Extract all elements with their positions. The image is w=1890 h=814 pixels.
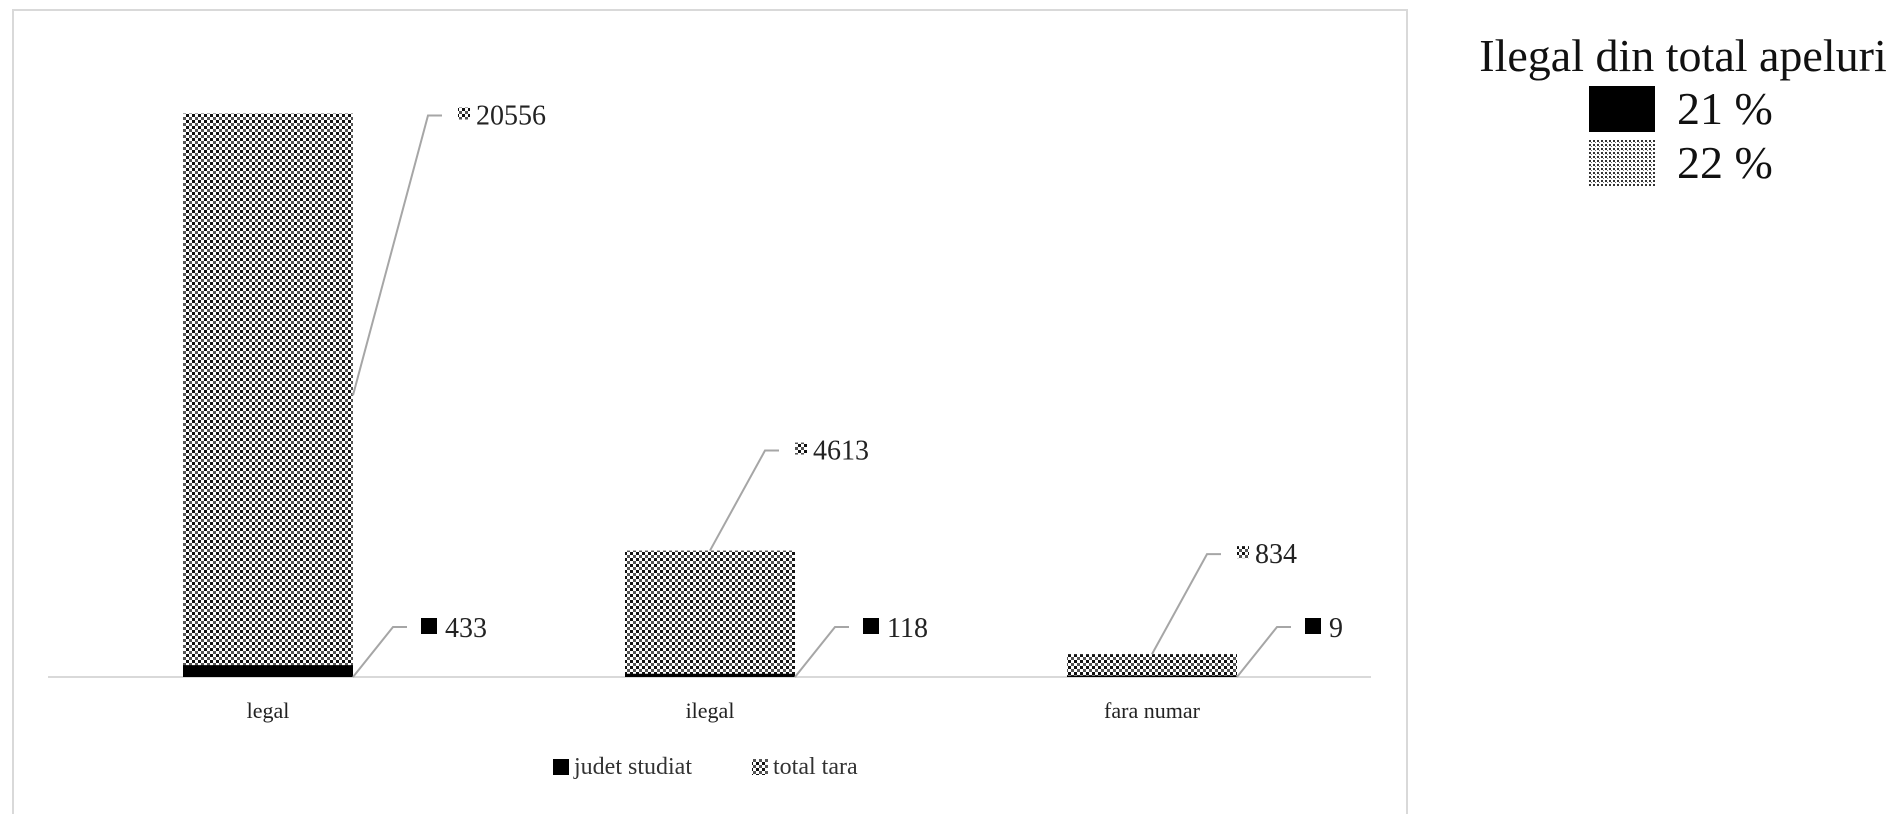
- data-label-marker: [421, 618, 437, 634]
- side-legend: Ilegal din total apeluri 21 % 22 %: [1478, 30, 1888, 190]
- x-tick-label: legal: [247, 698, 290, 723]
- side-legend-value: 22 %: [1677, 137, 1773, 188]
- data-label-total-tara: 20556: [476, 101, 546, 132]
- bar-total-tara: [1067, 654, 1237, 677]
- data-label-marker: [458, 107, 470, 120]
- solid-swatch: [1589, 86, 1655, 132]
- bar-judet-studiat: [1067, 675, 1237, 677]
- data-label-judet-studiat: 118: [887, 613, 928, 644]
- data-label-marker: [1305, 618, 1321, 634]
- data-label-total-tara: 834: [1255, 539, 1297, 570]
- side-legend-item-solid: 21 %: [1589, 82, 1888, 136]
- leader-line-judet: [352, 626, 407, 678]
- bar-total-tara: [625, 550, 795, 677]
- leader-line-total: [709, 449, 779, 552]
- legend-swatch: [752, 759, 768, 775]
- side-legend-value: 21 %: [1677, 83, 1773, 134]
- x-tick-label: fara numar: [1104, 698, 1201, 723]
- dotted-swatch: [1589, 140, 1655, 186]
- data-label-total-tara: 4613: [813, 436, 869, 467]
- bar-judet-studiat: [625, 673, 795, 677]
- bar-judet-studiat: [183, 665, 353, 677]
- legend-label: judet studiat: [573, 754, 692, 780]
- x-tick-label: ilegal: [686, 698, 735, 723]
- leader-line-judet: [794, 626, 849, 678]
- data-label-marker: [1237, 546, 1249, 559]
- leader-line-total: [1151, 553, 1221, 655]
- side-legend-title: Ilegal din total apeluri: [1479, 30, 1887, 81]
- leader-line-judet: [1236, 626, 1291, 678]
- leader-line-total: [352, 114, 442, 396]
- data-label-marker: [795, 442, 807, 455]
- legend: judet studiat total tara: [553, 754, 858, 780]
- bar-total-tara: [183, 113, 353, 677]
- legend-swatch: [553, 759, 569, 775]
- side-legend-item-dotted: 22 %: [1589, 136, 1888, 190]
- legend-label: total tara: [773, 754, 858, 780]
- data-label-judet-studiat: 433: [445, 613, 487, 644]
- data-label-judet-studiat: 9: [1329, 613, 1343, 644]
- data-label-marker: [863, 618, 879, 634]
